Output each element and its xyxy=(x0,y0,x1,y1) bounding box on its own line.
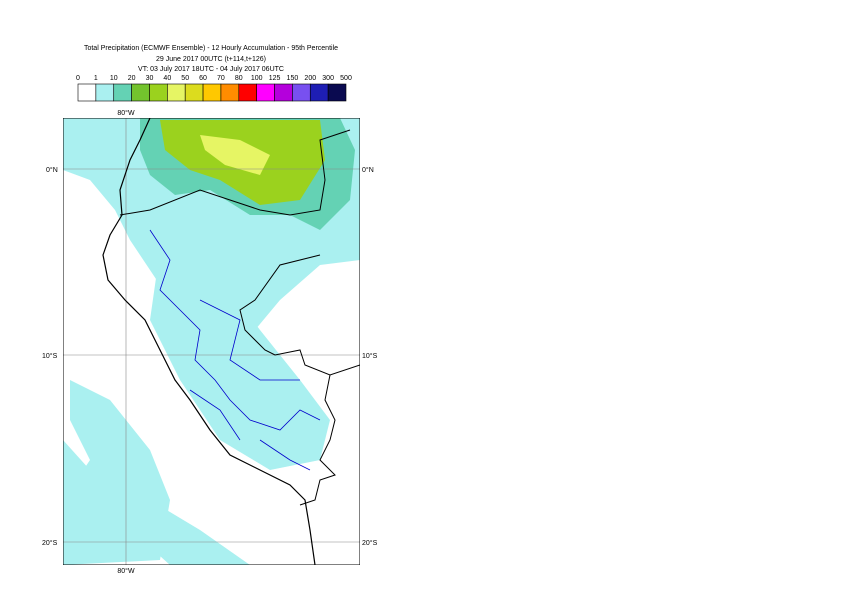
legend-swatch xyxy=(149,83,168,102)
legend-label: 70 xyxy=(217,75,225,82)
color-legend: 0 1 10 20 30 40 50 60 70 80 100 125 150 200 300 500 xyxy=(76,75,352,102)
legend-label: 0 xyxy=(76,75,80,82)
lat-label: 10°S xyxy=(42,352,58,360)
lon-label: 80°W xyxy=(117,567,135,575)
legend-swatch xyxy=(327,83,347,102)
legend-swatch xyxy=(167,83,186,102)
legend-label: 500 xyxy=(340,75,352,82)
legend-label: 150 xyxy=(287,75,299,82)
legend-label: 30 xyxy=(146,75,154,82)
legend-swatch xyxy=(184,83,204,102)
legend-label: 20 xyxy=(128,75,136,82)
legend-swatch xyxy=(220,83,240,102)
legend-label: 60 xyxy=(199,75,207,82)
legend-label: 80 xyxy=(235,75,243,82)
legend-label: 40 xyxy=(163,75,171,82)
legend-swatch xyxy=(77,83,97,102)
lat-label: 0°N xyxy=(362,166,374,174)
subtitle: 29 June 2017 00UTC (t+114,t+126) xyxy=(156,56,266,63)
legend-label: 300 xyxy=(322,75,334,82)
legend-label: 1 xyxy=(94,75,98,82)
legend-label: 10 xyxy=(110,75,118,82)
lat-label: 20°S xyxy=(42,539,58,547)
title: Total Precipitation (ECMWF Ensemble) - 1… xyxy=(84,45,338,52)
legend-swatch xyxy=(274,83,293,102)
legend-swatch xyxy=(131,83,150,102)
legend-swatch xyxy=(238,83,257,102)
lat-label: 20°S xyxy=(362,539,378,547)
lat-label: 0°N xyxy=(46,166,58,174)
legend-swatch xyxy=(202,83,222,102)
legend-swatch xyxy=(292,83,311,102)
legend-label: 50 xyxy=(181,75,189,82)
lat-label: 10°S xyxy=(362,352,378,360)
legend-label: 125 xyxy=(269,75,281,82)
lon-label: 80°W xyxy=(117,109,135,117)
legend-swatch xyxy=(95,83,115,102)
legend-swatch xyxy=(309,83,329,102)
map xyxy=(63,118,360,565)
legend-label: 100 xyxy=(251,75,263,82)
map-labels: 0°N 0°N 10°S 10°S 20°S 20°S 80°W 80°W xyxy=(42,109,378,575)
legend-swatch xyxy=(113,83,132,102)
valid-time: VT: 03 July 2017 18UTC - 04 July 2017 06… xyxy=(138,66,284,73)
title-block: Total Precipitation (ECMWF Ensemble) - 1… xyxy=(84,45,338,73)
legend-label: 200 xyxy=(304,75,316,82)
legend-swatch xyxy=(256,83,275,102)
